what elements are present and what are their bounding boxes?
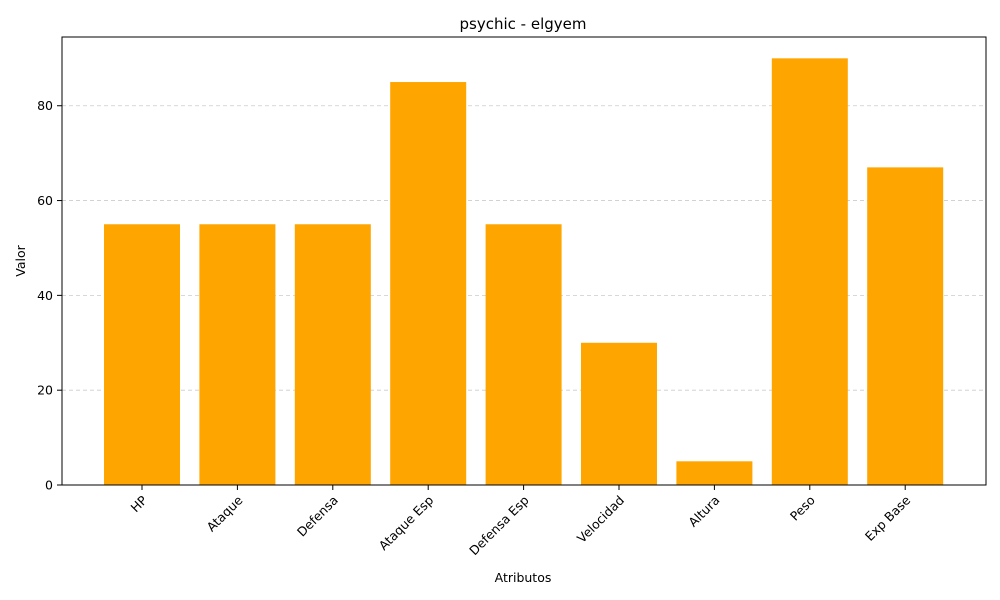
bar-peso [771,58,848,485]
bar-ataque [199,224,276,485]
bar-velocidad [581,342,657,485]
bar-defensa-esp [485,224,562,485]
bar-ataque-esp [390,82,467,485]
x-axis-ticks: HP Ataque Defensa Ataque Esp Defensa Esp Velo… [128,485,914,558]
y-tick-label: 60 [37,193,53,208]
x-axis-label: Atributos [495,570,552,585]
x-tick-label: HP [128,492,151,515]
x-tick-label: Ataque Esp [376,492,437,553]
x-tick-label: Altura [685,493,722,530]
x-tick-label: Ataque [203,492,245,534]
y-axis-label: Valor [13,244,28,276]
x-tick-label: Defensa [294,493,341,540]
x-tick-label: Velocidad [574,493,627,546]
x-tick-label: Peso [787,493,818,524]
bar-hp [104,224,180,485]
bar-exp-base [867,167,944,486]
y-tick-label: 20 [37,383,53,398]
y-tick-label: 40 [37,288,53,303]
y-axis-ticks: 0 20 40 60 80 [37,98,62,493]
chart-title: psychic - elgyem [460,15,587,33]
bar-defensa [294,224,371,485]
bars [104,58,944,486]
y-tick-label: 80 [37,98,53,113]
x-tick-label: Defensa Esp [466,492,532,558]
y-tick-label: 0 [45,478,53,493]
bar-altura [676,461,753,485]
x-tick-label: Exp Base [862,492,914,544]
